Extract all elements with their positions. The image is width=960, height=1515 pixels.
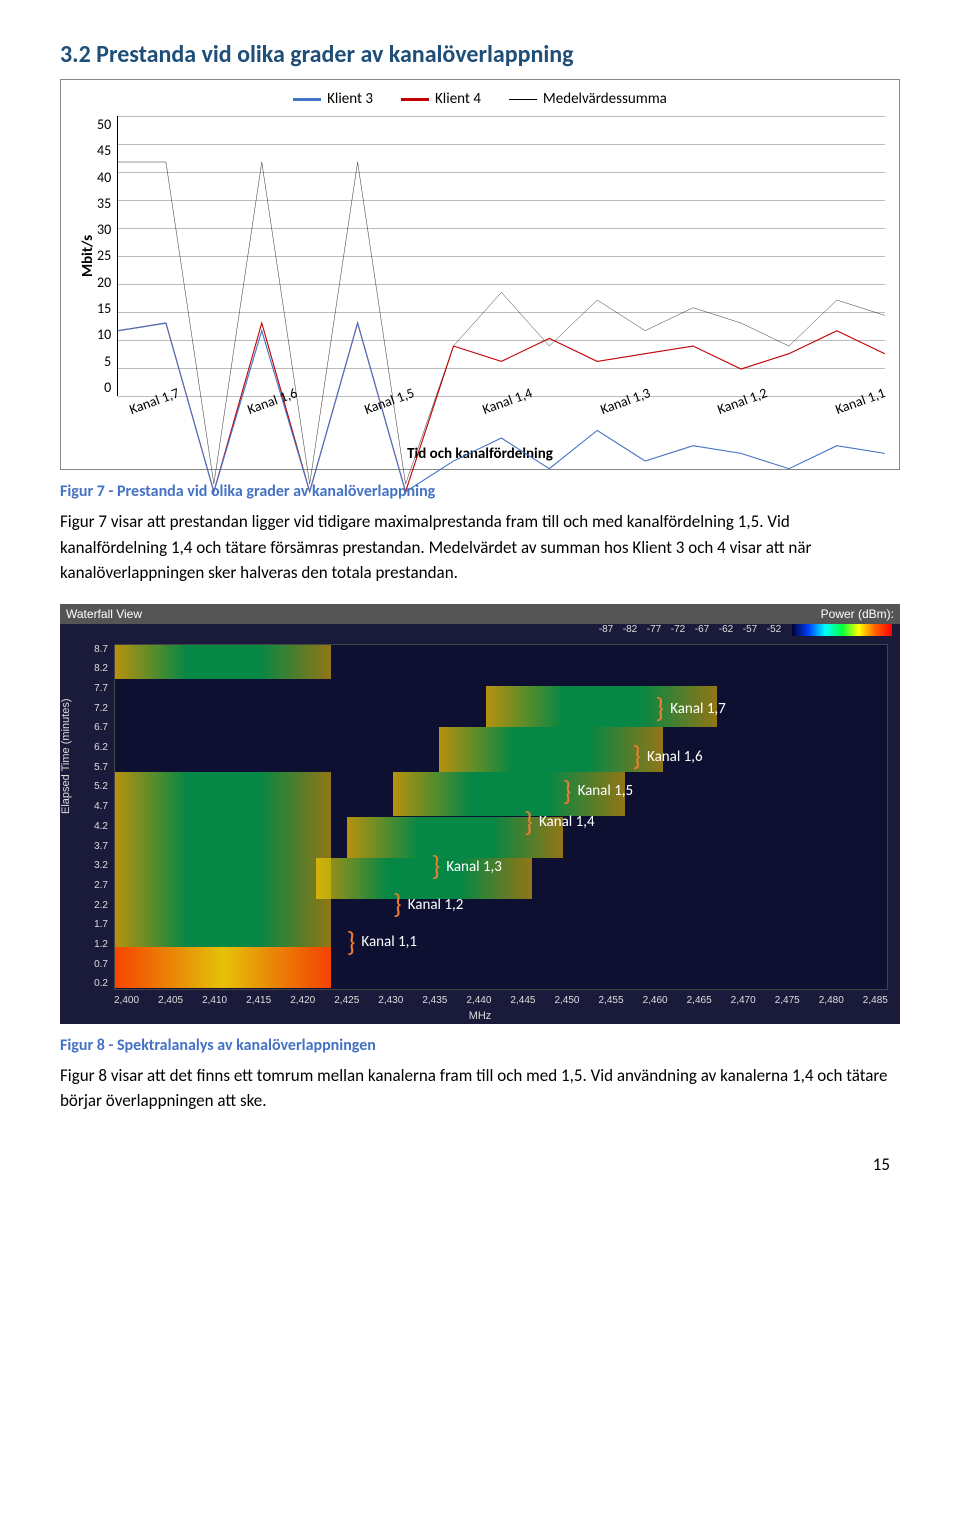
waterfall-power-label: Power (dBm):	[821, 607, 894, 621]
waterfall-annotation: }Kanal 1,5	[563, 782, 633, 800]
y-axis-ticks: 50454035302520151050	[97, 116, 117, 396]
chart-performance: Klient 3Klient 4Medelvärdessumma Mbit/s …	[60, 79, 900, 470]
waterfall-body: }Kanal 1,7 }Kanal 1,6 }Kanal 1,5 }Kanal 1,4…	[114, 644, 888, 990]
power-gradient	[792, 624, 892, 636]
waterfall-figure: Waterfall View Power (dBm): -87-82-77-72…	[60, 604, 900, 1024]
y-axis-label: Mbit/s	[75, 116, 97, 396]
waterfall-annotation: }Kanal 1,2	[393, 896, 463, 914]
waterfall-title: Waterfall View	[66, 607, 142, 621]
paragraph-fig8: Figur 8 visar att det finns ett tomrum m…	[60, 1063, 900, 1114]
legend-item: Medelvärdessumma	[509, 90, 667, 108]
waterfall-annotation: }Kanal 1,7	[655, 700, 725, 718]
waterfall-annotation: }Kanal 1,3	[432, 858, 502, 876]
waterfall-annotation: }Kanal 1,6	[632, 748, 702, 766]
chart-legend: Klient 3 Klient 4 Medelvärdessumma	[75, 90, 885, 108]
chart-plot-area	[117, 116, 885, 396]
paragraph-fig7: Figur 7 visar att prestandan ligger vid …	[60, 509, 900, 586]
figure8-caption: Figur 8 - Spektralanalys av kanalöverlap…	[60, 1036, 900, 1055]
waterfall-header: Waterfall View Power (dBm):	[60, 604, 900, 624]
wf-x-axis-label: MHz	[60, 1010, 900, 1022]
power-scale: -87-82-77-72-67-62-57-52	[594, 624, 892, 636]
legend-item: Klient 3	[293, 90, 373, 108]
wf-x-ticks: 2,4002,4052,4102,4152,4202,4252,4302,435…	[114, 995, 888, 1006]
page-number: 15	[60, 1154, 900, 1175]
waterfall-annotation: }Kanal 1,1	[347, 933, 417, 951]
legend-item: Klient 4	[401, 90, 481, 108]
section-heading: 3.2 Prestanda vid olika grader av kanalö…	[60, 40, 900, 69]
wf-y-ticks: 8.78.27.77.26.76.25.75.24.74.23.73.22.72…	[86, 644, 108, 990]
wf-y-axis-label: Elapsed Time (minutes)	[60, 698, 72, 814]
waterfall-annotation: }Kanal 1,4	[524, 813, 594, 831]
